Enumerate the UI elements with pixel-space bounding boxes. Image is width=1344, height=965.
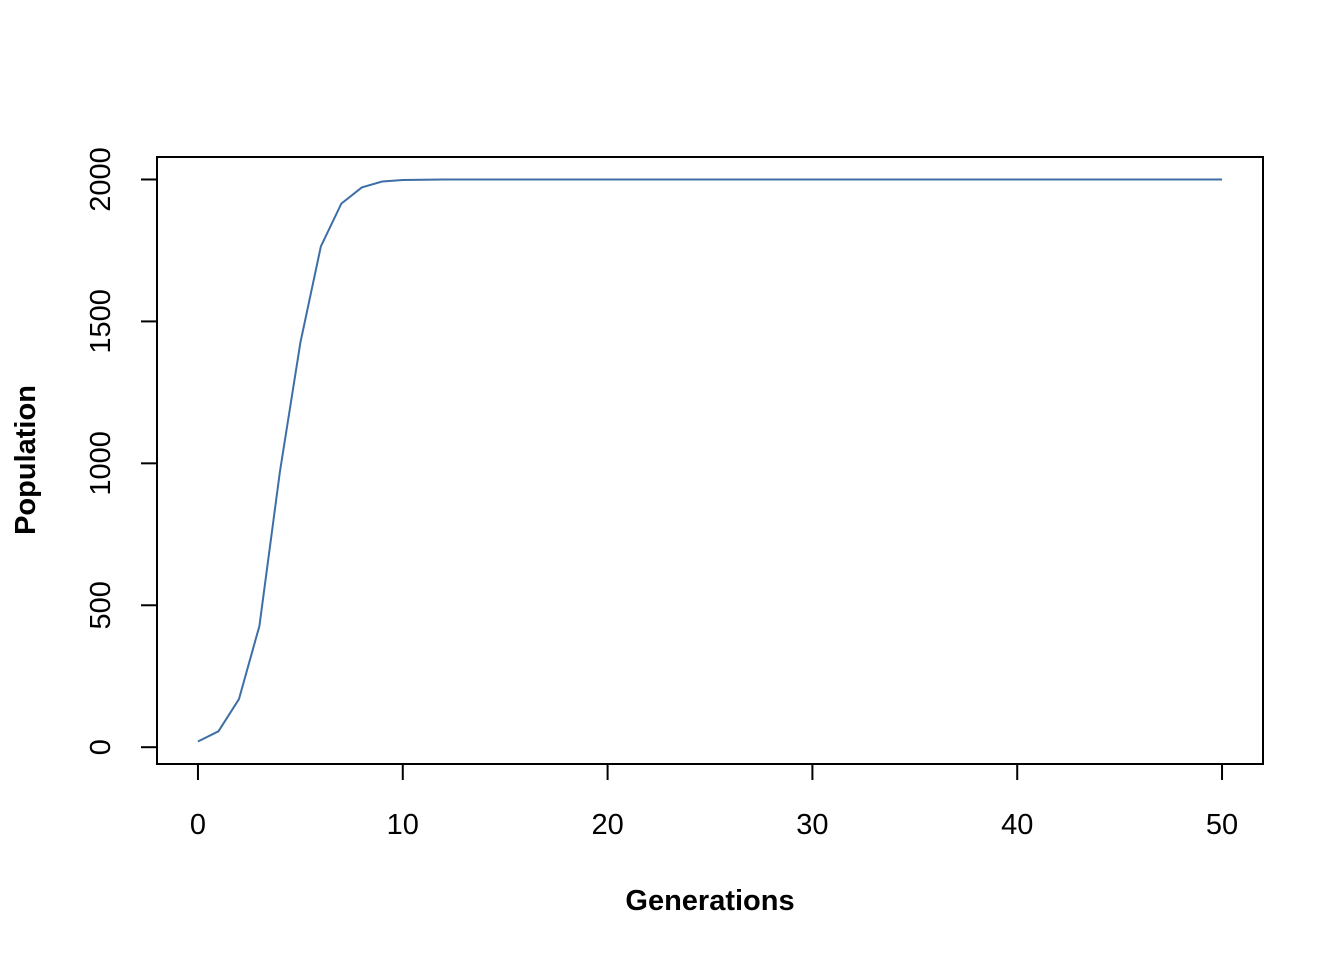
x-tick-label: 40 (1001, 809, 1033, 841)
x-tick-label: 30 (796, 809, 828, 841)
line-series (197, 178, 1223, 743)
y-tick-label: 1500 (85, 289, 117, 354)
x-tick-label: 20 (591, 809, 623, 841)
y-tick-label: 0 (85, 739, 117, 755)
y-tick-label: 2000 (85, 147, 117, 212)
x-tick-label: 50 (1206, 809, 1238, 841)
x-tick-label: 10 (387, 809, 419, 841)
y-axis-label: Population (10, 385, 42, 535)
x-axis-label: Generations (625, 885, 794, 917)
x-tick-label: 0 (190, 809, 206, 841)
y-tick-label: 500 (85, 581, 117, 629)
plot-box (156, 156, 1264, 765)
y-tick-label: 1000 (85, 431, 117, 496)
